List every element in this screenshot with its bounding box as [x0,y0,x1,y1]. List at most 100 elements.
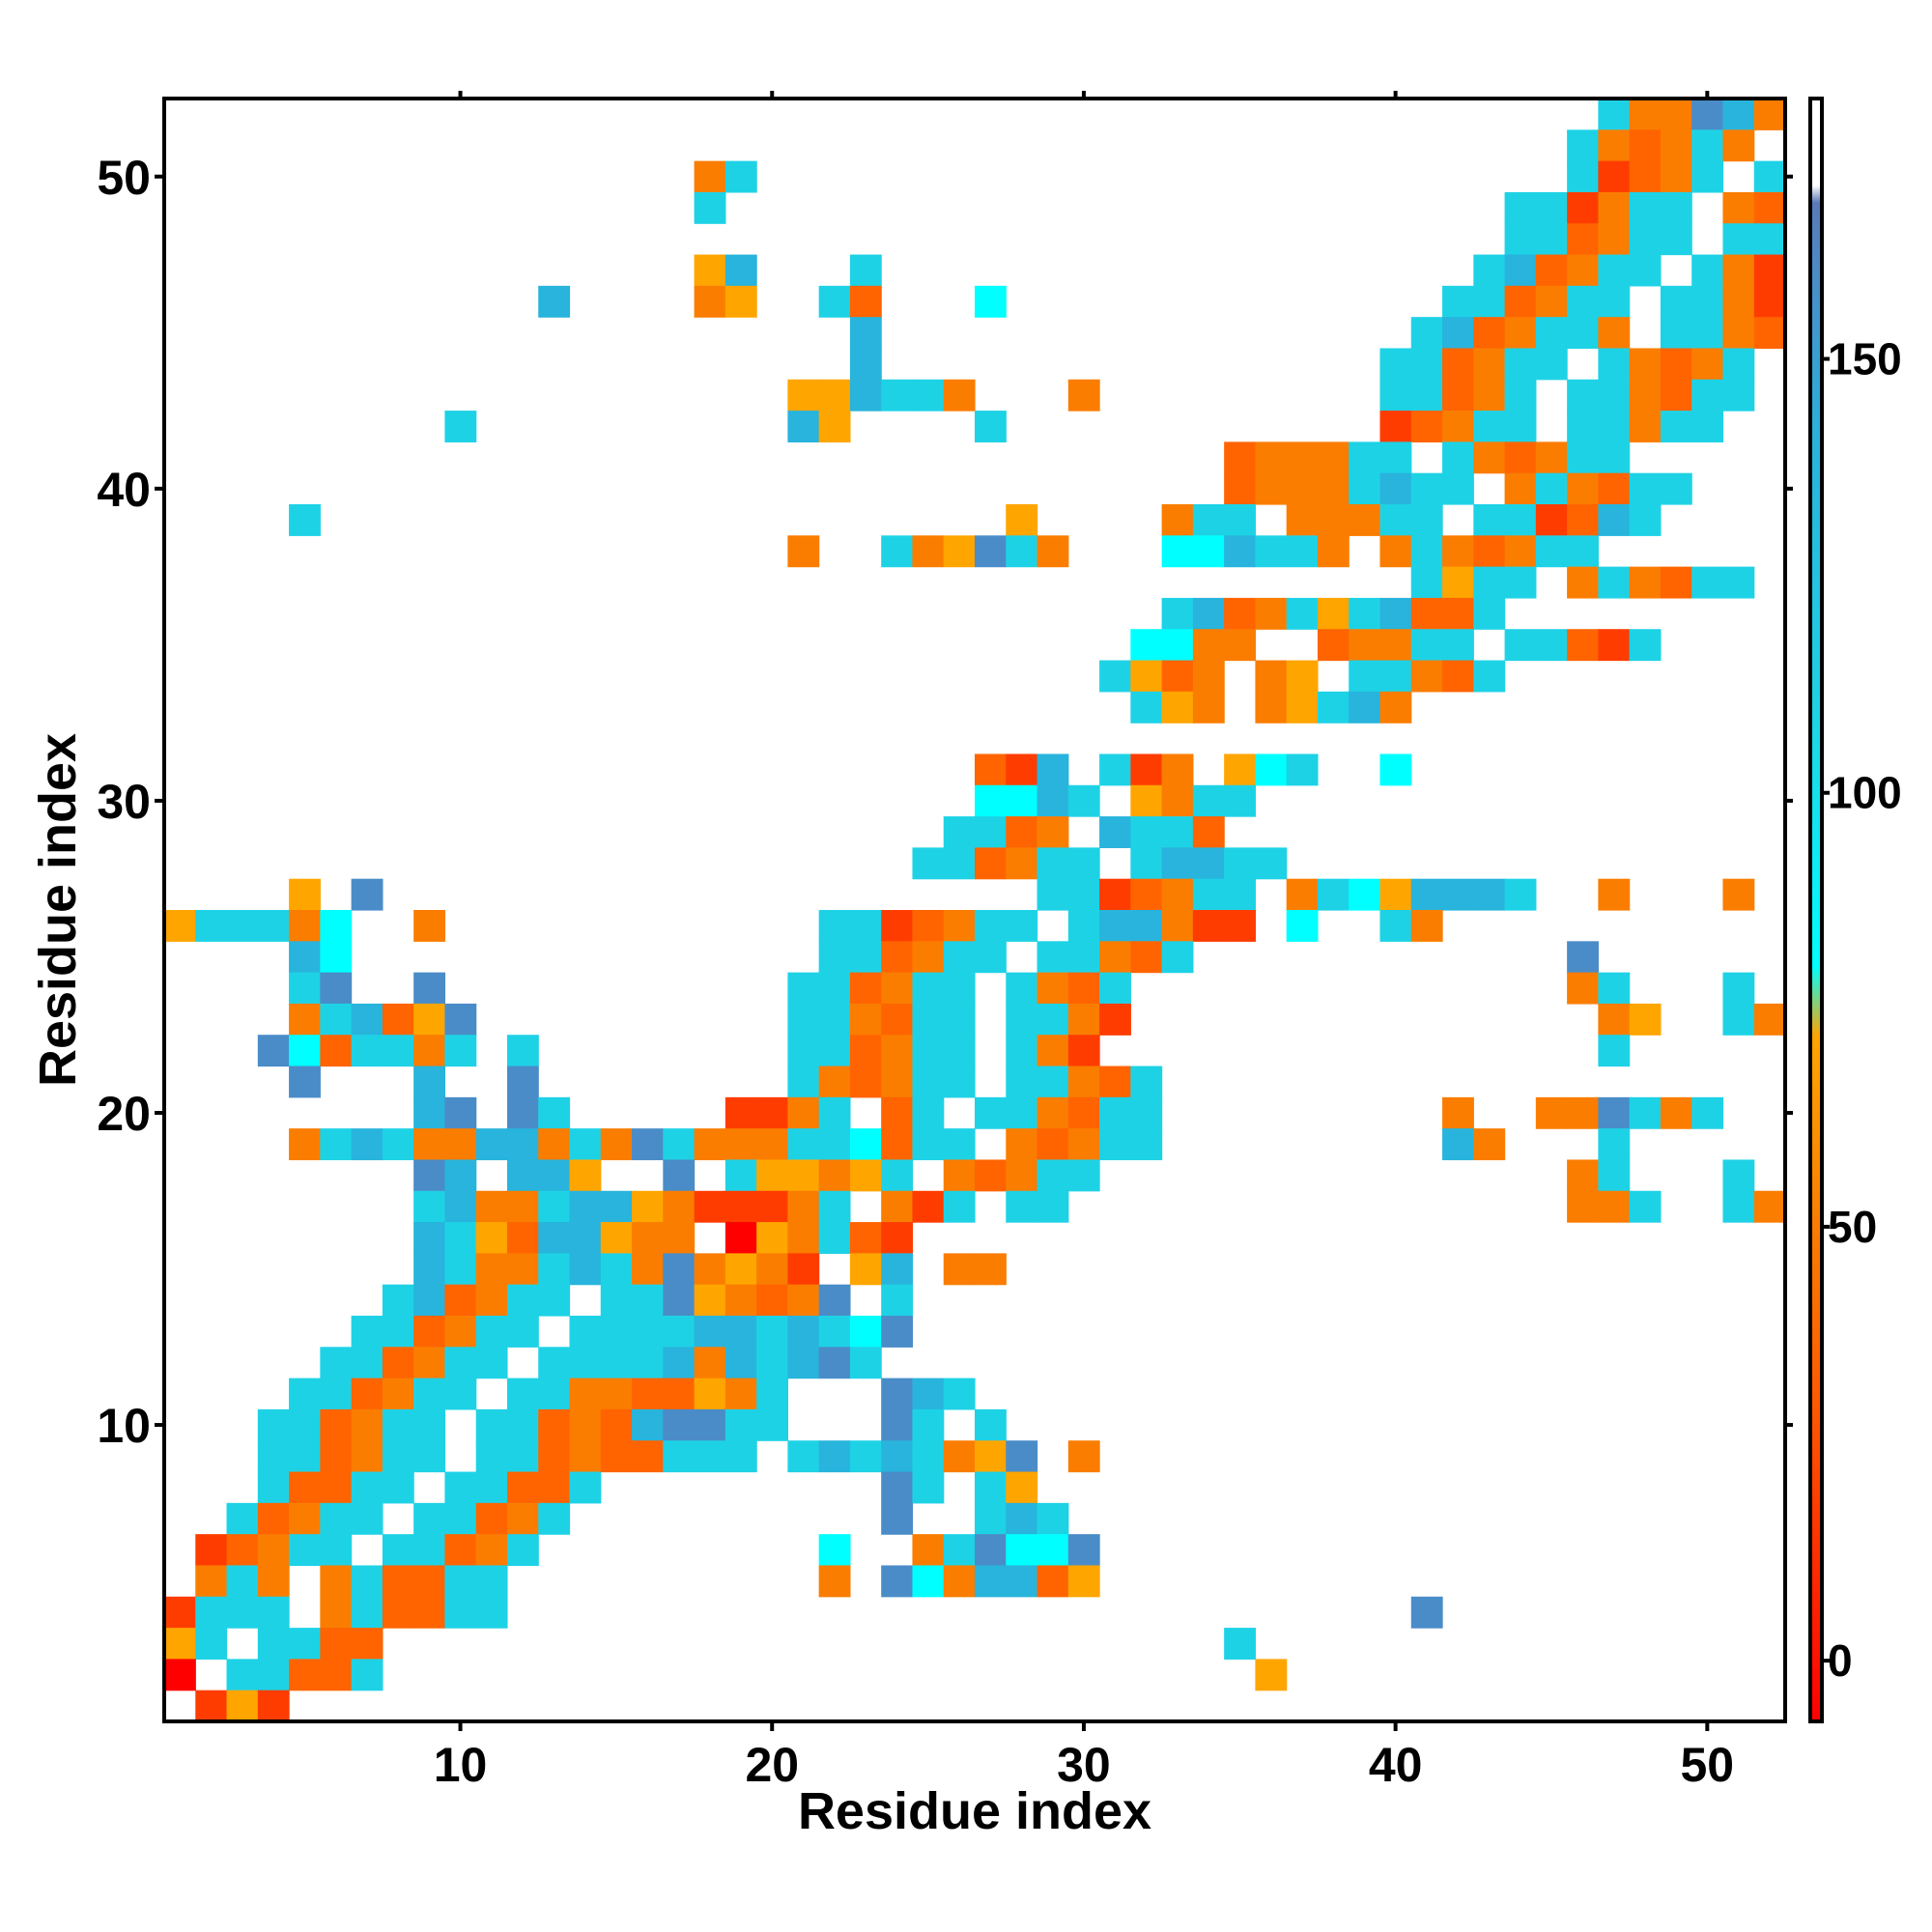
x-axis-title: Residue index [798,1782,1151,1840]
heatmap-cell [1161,597,1194,630]
heatmap-cell [569,1128,602,1161]
heatmap-cell [1660,285,1692,318]
heatmap-cell [289,1628,321,1660]
heatmap-cell [1006,535,1038,568]
heatmap-cell [724,254,757,287]
heatmap-cell [1192,784,1225,817]
heatmap-cell [943,1253,976,1286]
heatmap-cell [1006,1096,1038,1129]
heatmap-cell [351,1471,384,1504]
heatmap-cell [943,535,976,568]
heatmap-cell [1598,223,1631,256]
heatmap-cell [1629,1096,1662,1129]
heatmap-cell [1349,691,1381,724]
heatmap-cell [444,1128,477,1161]
heatmap-cell [320,1347,353,1379]
heatmap-cell [1286,660,1319,693]
heatmap-cell [849,1440,882,1473]
heatmap-cell [320,941,353,974]
heatmap-cell [600,1222,633,1254]
heatmap-cell [506,1159,539,1192]
heatmap-cell [881,1502,914,1535]
heatmap-cell [1722,878,1755,911]
heatmap-cell [195,910,228,942]
heatmap-cell [818,1003,851,1036]
heatmap-cell [1410,629,1443,662]
heatmap-cell [694,160,726,193]
heatmap-cell [912,1128,945,1161]
heatmap-cell [257,1565,290,1598]
heatmap-cell [1379,629,1412,662]
heatmap-cell [1067,878,1100,911]
heatmap-cell [1410,411,1443,442]
heatmap-cell [600,1408,633,1441]
heatmap-cell [724,1316,757,1348]
heatmap-cell [351,1316,384,1348]
heatmap-cell [1255,1659,1288,1691]
heatmap-cell [1317,878,1350,911]
heatmap-cell [1473,535,1506,568]
heatmap-cell [787,1316,820,1348]
heatmap-cell [1442,878,1474,911]
heatmap-cell [1504,535,1537,568]
heatmap-cell [320,1565,353,1598]
heatmap-cell [320,1596,353,1629]
heatmap-cell [1224,535,1257,568]
heatmap-cell [382,1347,414,1379]
heatmap-cell [475,1408,508,1441]
heatmap-cell [538,1096,571,1129]
heatmap-cell [881,1003,914,1036]
heatmap-cell [1660,129,1692,162]
y-tick-label: 40 [97,463,151,517]
heatmap-cell [506,1534,539,1567]
heatmap-cell [912,1534,945,1567]
heatmap-cell [1442,317,1474,350]
heatmap-cell [1224,629,1257,662]
heatmap-cell [1535,317,1568,350]
heatmap-cell [1598,285,1631,318]
heatmap-cell [1598,1159,1631,1192]
heatmap-cell [1037,535,1069,568]
heatmap-cell [289,504,321,536]
heatmap-cell [413,1222,446,1254]
heatmap-cell [849,285,882,318]
heatmap-cell [1753,1190,1786,1223]
heatmap-cell [632,1253,664,1286]
heatmap-cell [975,1159,1007,1192]
heatmap-cell [351,1628,384,1660]
heatmap-cell [1224,1628,1257,1660]
heatmap-cell [1442,472,1474,505]
heatmap-cell [1006,753,1038,786]
heatmap-cell [289,878,321,911]
heatmap-cell [1504,379,1537,412]
heatmap-cell [943,1534,976,1567]
heatmap-cell [1598,129,1631,162]
heatmap-cell [694,1408,726,1441]
heatmap-cell [1535,441,1568,474]
heatmap-cell [1660,348,1692,381]
heatmap-cell [320,1440,353,1473]
heatmap-cell [849,1316,882,1348]
heatmap-cell [849,1159,882,1192]
heatmap-cell [1504,317,1537,350]
heatmap-cell [787,1003,820,1036]
heatmap-cell [413,1190,446,1223]
heatmap-cell [724,285,757,318]
heatmap-cell [818,1440,851,1473]
heatmap-cell [569,1316,602,1348]
heatmap-cell [1504,441,1537,474]
heatmap-cell [1567,441,1599,474]
heatmap-cell [320,1502,353,1535]
heatmap-cell [1473,285,1506,318]
heatmap-cell [1037,847,1069,880]
heatmap-cell [506,1222,539,1254]
heatmap-cell [1224,847,1257,880]
heatmap-cell [849,1347,882,1379]
heatmap-cell [1037,1035,1069,1067]
heatmap-cell [1161,504,1194,536]
heatmap-cell [164,1596,196,1629]
heatmap-cell [320,1035,353,1067]
heatmap-cell [849,1065,882,1098]
heatmap-cell [600,1284,633,1317]
heatmap-cell [1099,816,1131,848]
